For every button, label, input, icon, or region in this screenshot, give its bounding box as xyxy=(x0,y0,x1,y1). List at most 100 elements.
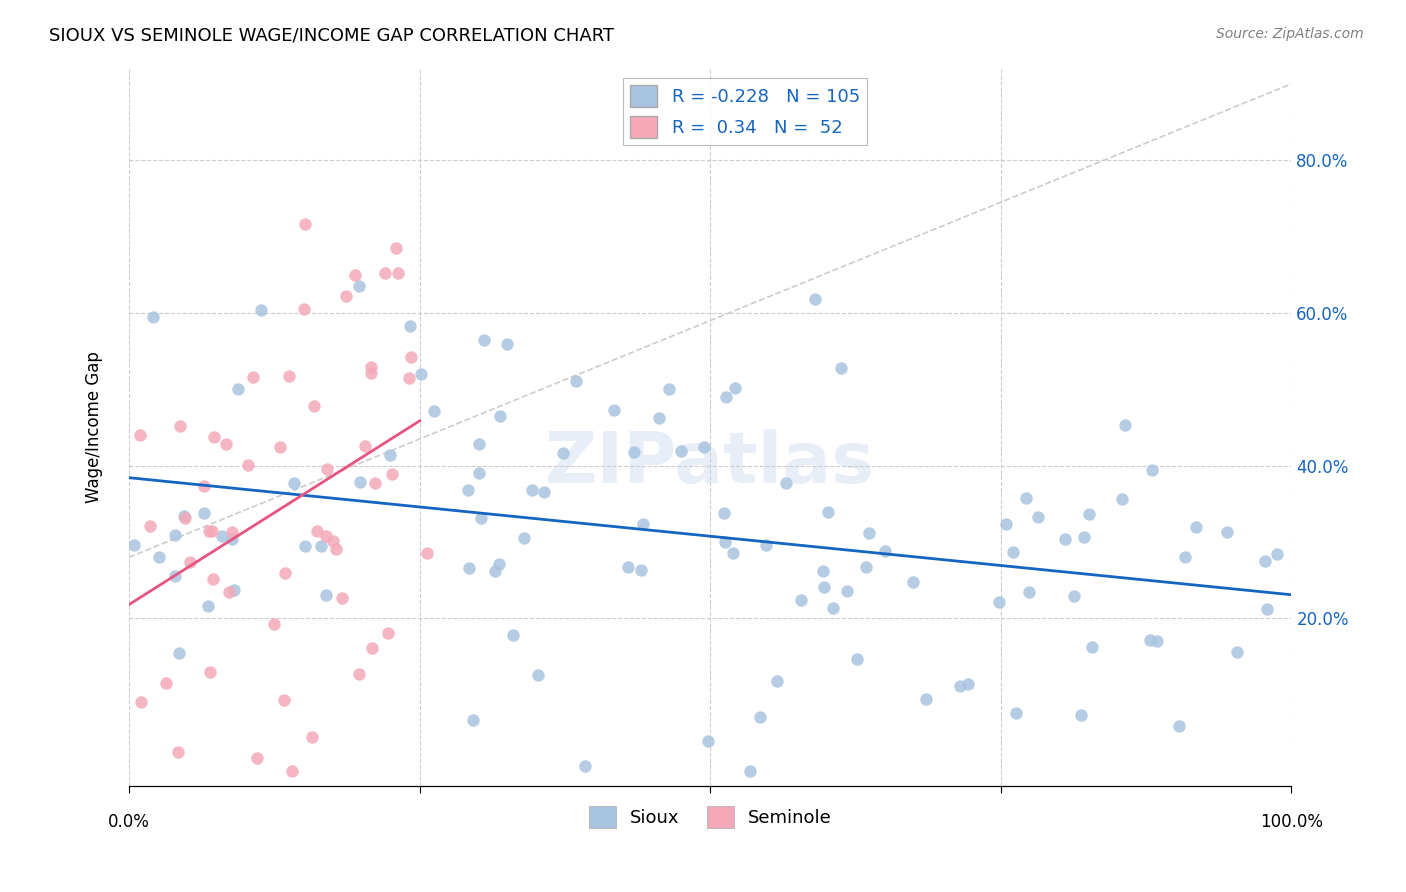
Point xyxy=(292,301,315,316)
Point xyxy=(484,564,506,578)
Point xyxy=(804,292,827,306)
Point xyxy=(901,574,924,589)
Point xyxy=(167,745,190,759)
Point xyxy=(374,266,396,280)
Y-axis label: Wage/Income Gap: Wage/Income Gap xyxy=(86,351,103,503)
Point xyxy=(817,505,839,519)
Point xyxy=(193,478,215,492)
Point xyxy=(349,475,371,489)
Point xyxy=(198,524,221,538)
Point xyxy=(353,438,375,452)
Point xyxy=(226,382,249,396)
Point xyxy=(1053,532,1076,546)
Point xyxy=(1081,640,1104,654)
Point xyxy=(122,538,145,552)
Point xyxy=(221,532,243,546)
Point xyxy=(165,569,187,583)
Point xyxy=(322,534,344,549)
Point xyxy=(813,564,835,578)
Point xyxy=(174,511,197,525)
Text: ZIPatlas: ZIPatlas xyxy=(546,429,876,498)
Point xyxy=(211,529,233,543)
Point xyxy=(309,540,332,554)
Point xyxy=(1254,554,1277,568)
Point xyxy=(274,566,297,580)
Point xyxy=(361,640,384,655)
Legend: Sioux, Seminole: Sioux, Seminole xyxy=(581,798,839,835)
Point xyxy=(398,371,420,385)
Point xyxy=(988,595,1011,609)
Point xyxy=(995,517,1018,532)
Point xyxy=(790,592,813,607)
Point xyxy=(411,367,433,381)
Point xyxy=(1139,633,1161,648)
Point xyxy=(148,550,170,565)
Point xyxy=(278,369,301,384)
Point xyxy=(873,544,896,558)
Point xyxy=(224,583,246,598)
Point xyxy=(713,506,735,520)
Point xyxy=(914,692,936,706)
Point xyxy=(301,730,323,744)
Point xyxy=(526,667,548,681)
Point xyxy=(1140,463,1163,477)
Point xyxy=(215,437,238,451)
Point xyxy=(858,526,880,541)
Point xyxy=(671,444,693,458)
Point xyxy=(1111,492,1133,507)
Point xyxy=(280,764,302,779)
Point xyxy=(273,692,295,706)
Point xyxy=(766,674,789,689)
Point xyxy=(423,403,446,417)
Point xyxy=(349,278,371,293)
Point xyxy=(775,475,797,490)
Point xyxy=(458,561,481,575)
Point xyxy=(714,534,737,549)
Point xyxy=(218,584,240,599)
Point xyxy=(468,437,491,451)
Point xyxy=(142,310,165,325)
Point xyxy=(305,524,328,539)
Point xyxy=(837,584,859,599)
Point xyxy=(387,266,409,280)
Point xyxy=(723,546,745,560)
Point xyxy=(381,467,404,481)
Text: Source: ZipAtlas.com: Source: ZipAtlas.com xyxy=(1216,27,1364,41)
Point xyxy=(360,360,382,375)
Point xyxy=(648,411,671,425)
Point xyxy=(294,539,316,553)
Point xyxy=(343,268,366,282)
Point xyxy=(533,484,555,499)
Point xyxy=(1167,719,1189,733)
Point xyxy=(364,475,387,490)
Point xyxy=(470,511,492,525)
Point xyxy=(283,475,305,490)
Point xyxy=(236,458,259,472)
Point xyxy=(1014,491,1036,505)
Point xyxy=(349,667,371,681)
Point xyxy=(1002,544,1025,558)
Point xyxy=(399,350,422,364)
Point xyxy=(551,446,574,460)
Point xyxy=(163,528,186,542)
Point xyxy=(399,318,422,333)
Text: SIOUX VS SEMINOLE WAGE/INCOME GAP CORRELATION CHART: SIOUX VS SEMINOLE WAGE/INCOME GAP CORREL… xyxy=(49,27,614,45)
Point xyxy=(377,626,399,640)
Point xyxy=(467,466,489,480)
Point xyxy=(1018,585,1040,599)
Point xyxy=(316,462,339,476)
Point xyxy=(461,713,484,727)
Point xyxy=(294,217,316,231)
Point xyxy=(472,333,495,347)
Point xyxy=(1070,708,1092,723)
Point xyxy=(603,403,626,417)
Point xyxy=(416,546,439,560)
Point xyxy=(221,525,243,540)
Point xyxy=(202,573,225,587)
Point xyxy=(197,599,219,614)
Point xyxy=(1114,417,1136,432)
Point xyxy=(813,581,835,595)
Text: 100.0%: 100.0% xyxy=(1260,814,1323,831)
Point xyxy=(1063,589,1085,603)
Point xyxy=(1265,547,1288,561)
